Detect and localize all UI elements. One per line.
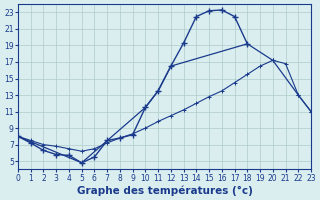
X-axis label: Graphe des températures (°c): Graphe des températures (°c) — [76, 185, 252, 196]
